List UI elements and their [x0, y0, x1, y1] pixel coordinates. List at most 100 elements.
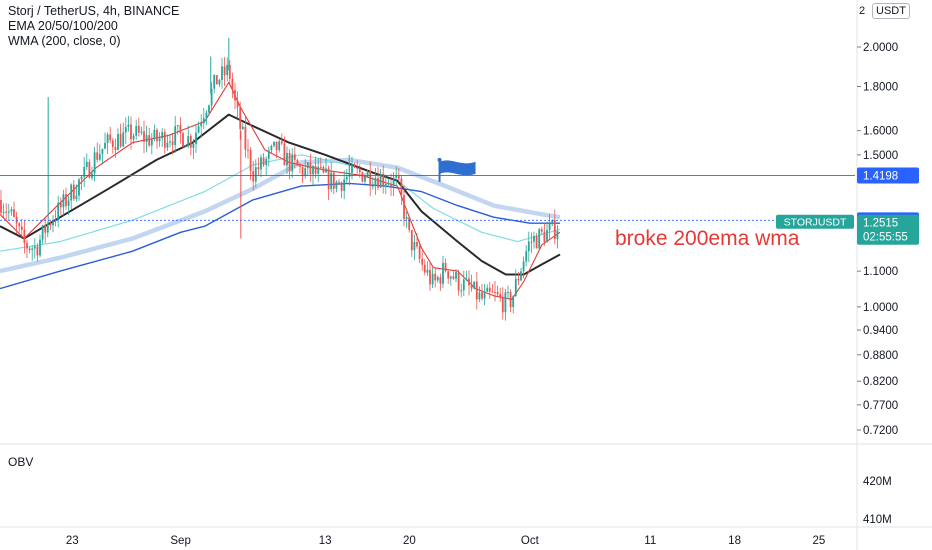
candle-body — [260, 157, 262, 170]
candle-body — [403, 195, 405, 219]
candle-body — [504, 292, 507, 313]
legend-wma[interactable]: WMA (200, close, 0) — [8, 34, 121, 48]
candle-body — [296, 159, 299, 166]
candle-body — [413, 241, 416, 251]
candle-body — [247, 149, 249, 151]
x-tick-label: 25 — [812, 535, 825, 547]
candle-body — [197, 126, 200, 133]
candle-body — [517, 278, 520, 281]
candle-body — [205, 112, 208, 119]
candle-body — [5, 211, 8, 213]
candle-body — [522, 261, 525, 272]
candle-body — [101, 148, 104, 155]
candle-body — [392, 177, 395, 187]
y-tick-label: 0.7700 — [863, 400, 898, 412]
candle-body — [410, 229, 413, 251]
legend-title[interactable]: Storj / TetherUS, 4h, BINANCE — [8, 4, 180, 18]
candle-body — [377, 178, 379, 188]
candle-body — [278, 141, 281, 151]
obv-panel: 420M 410M — [863, 476, 892, 526]
candle-body — [150, 139, 153, 146]
candle-body — [460, 290, 463, 292]
candle-body — [473, 281, 476, 289]
candle-body — [18, 223, 21, 227]
candle-body — [239, 107, 242, 130]
candle-body — [338, 181, 340, 183]
candle-body — [236, 100, 239, 108]
candle-body — [228, 64, 231, 79]
candle-body — [397, 175, 400, 179]
legend-ema[interactable]: EMA 20/50/100/200 — [8, 19, 118, 33]
candle-body — [33, 246, 36, 249]
candle-body — [189, 136, 192, 148]
candle-body — [148, 135, 151, 146]
candle-body — [83, 166, 86, 177]
candle-body — [418, 246, 421, 259]
price-badge — [857, 167, 919, 184]
candle-body — [213, 75, 216, 89]
candle-body — [491, 291, 494, 293]
y-tick-label: 1.0000 — [863, 302, 898, 314]
candle-body — [317, 166, 320, 174]
candle-body — [514, 278, 517, 296]
candle-body — [457, 272, 460, 291]
time-axis[interactable]: 23 Sep 13 20 Oct 11 18 25 — [66, 535, 825, 547]
candle-body — [462, 279, 465, 291]
candle-body — [262, 157, 265, 166]
candle-body — [130, 124, 132, 140]
candle-body — [137, 125, 140, 133]
candle-body — [353, 164, 356, 168]
candle-body — [10, 209, 13, 212]
flag-pole-knob — [437, 157, 442, 162]
candle-body — [31, 248, 34, 251]
candle-body — [192, 143, 195, 148]
chart-legend: Storj / TetherUS, 4h, BINANCE EMA 20/50/… — [8, 4, 179, 49]
last-price-label: 1.2515 — [863, 218, 898, 230]
candle-body — [127, 124, 130, 128]
candle-body — [496, 291, 499, 295]
candle-body — [312, 165, 314, 175]
candle-body — [273, 141, 275, 146]
candle-body — [67, 200, 70, 206]
candle-body — [62, 194, 65, 208]
candle-body — [254, 167, 257, 182]
x-tick-label: 13 — [319, 535, 332, 547]
candle-body — [387, 183, 390, 185]
y-tick-label: 2.0000 — [863, 42, 898, 54]
obv-label[interactable]: OBV — [8, 455, 34, 469]
candle-body — [80, 176, 83, 180]
candle-body — [543, 231, 546, 243]
candle-body — [330, 172, 333, 190]
candle-body — [442, 263, 444, 284]
candle-body — [291, 154, 294, 172]
candle-body — [465, 278, 468, 280]
ema20-line — [0, 81, 561, 300]
candle-body — [356, 167, 359, 169]
candle-body — [429, 269, 431, 285]
candle-body — [379, 173, 382, 188]
ema100-line — [0, 154, 561, 252]
candle-body — [364, 176, 366, 182]
candle-body — [13, 209, 15, 217]
obv-tick-label: 420M — [863, 476, 892, 488]
candle-body — [257, 167, 260, 170]
candle-body — [0, 199, 2, 213]
candle-body — [179, 125, 182, 134]
candle-body — [249, 149, 252, 172]
candle-body — [486, 287, 489, 292]
candle-body — [335, 181, 338, 189]
candle-body — [85, 161, 88, 167]
currency-selector[interactable]: 2 USDT — [859, 3, 910, 19]
candle-body — [93, 152, 96, 174]
candle-body — [187, 136, 190, 147]
candle-body — [234, 89, 236, 101]
candle-body — [358, 168, 361, 173]
candle-body — [153, 129, 156, 140]
candle-body — [366, 171, 369, 177]
candle-body — [327, 168, 330, 190]
candle-body — [163, 132, 166, 148]
candle-body — [322, 167, 325, 173]
candle-body — [270, 145, 273, 151]
